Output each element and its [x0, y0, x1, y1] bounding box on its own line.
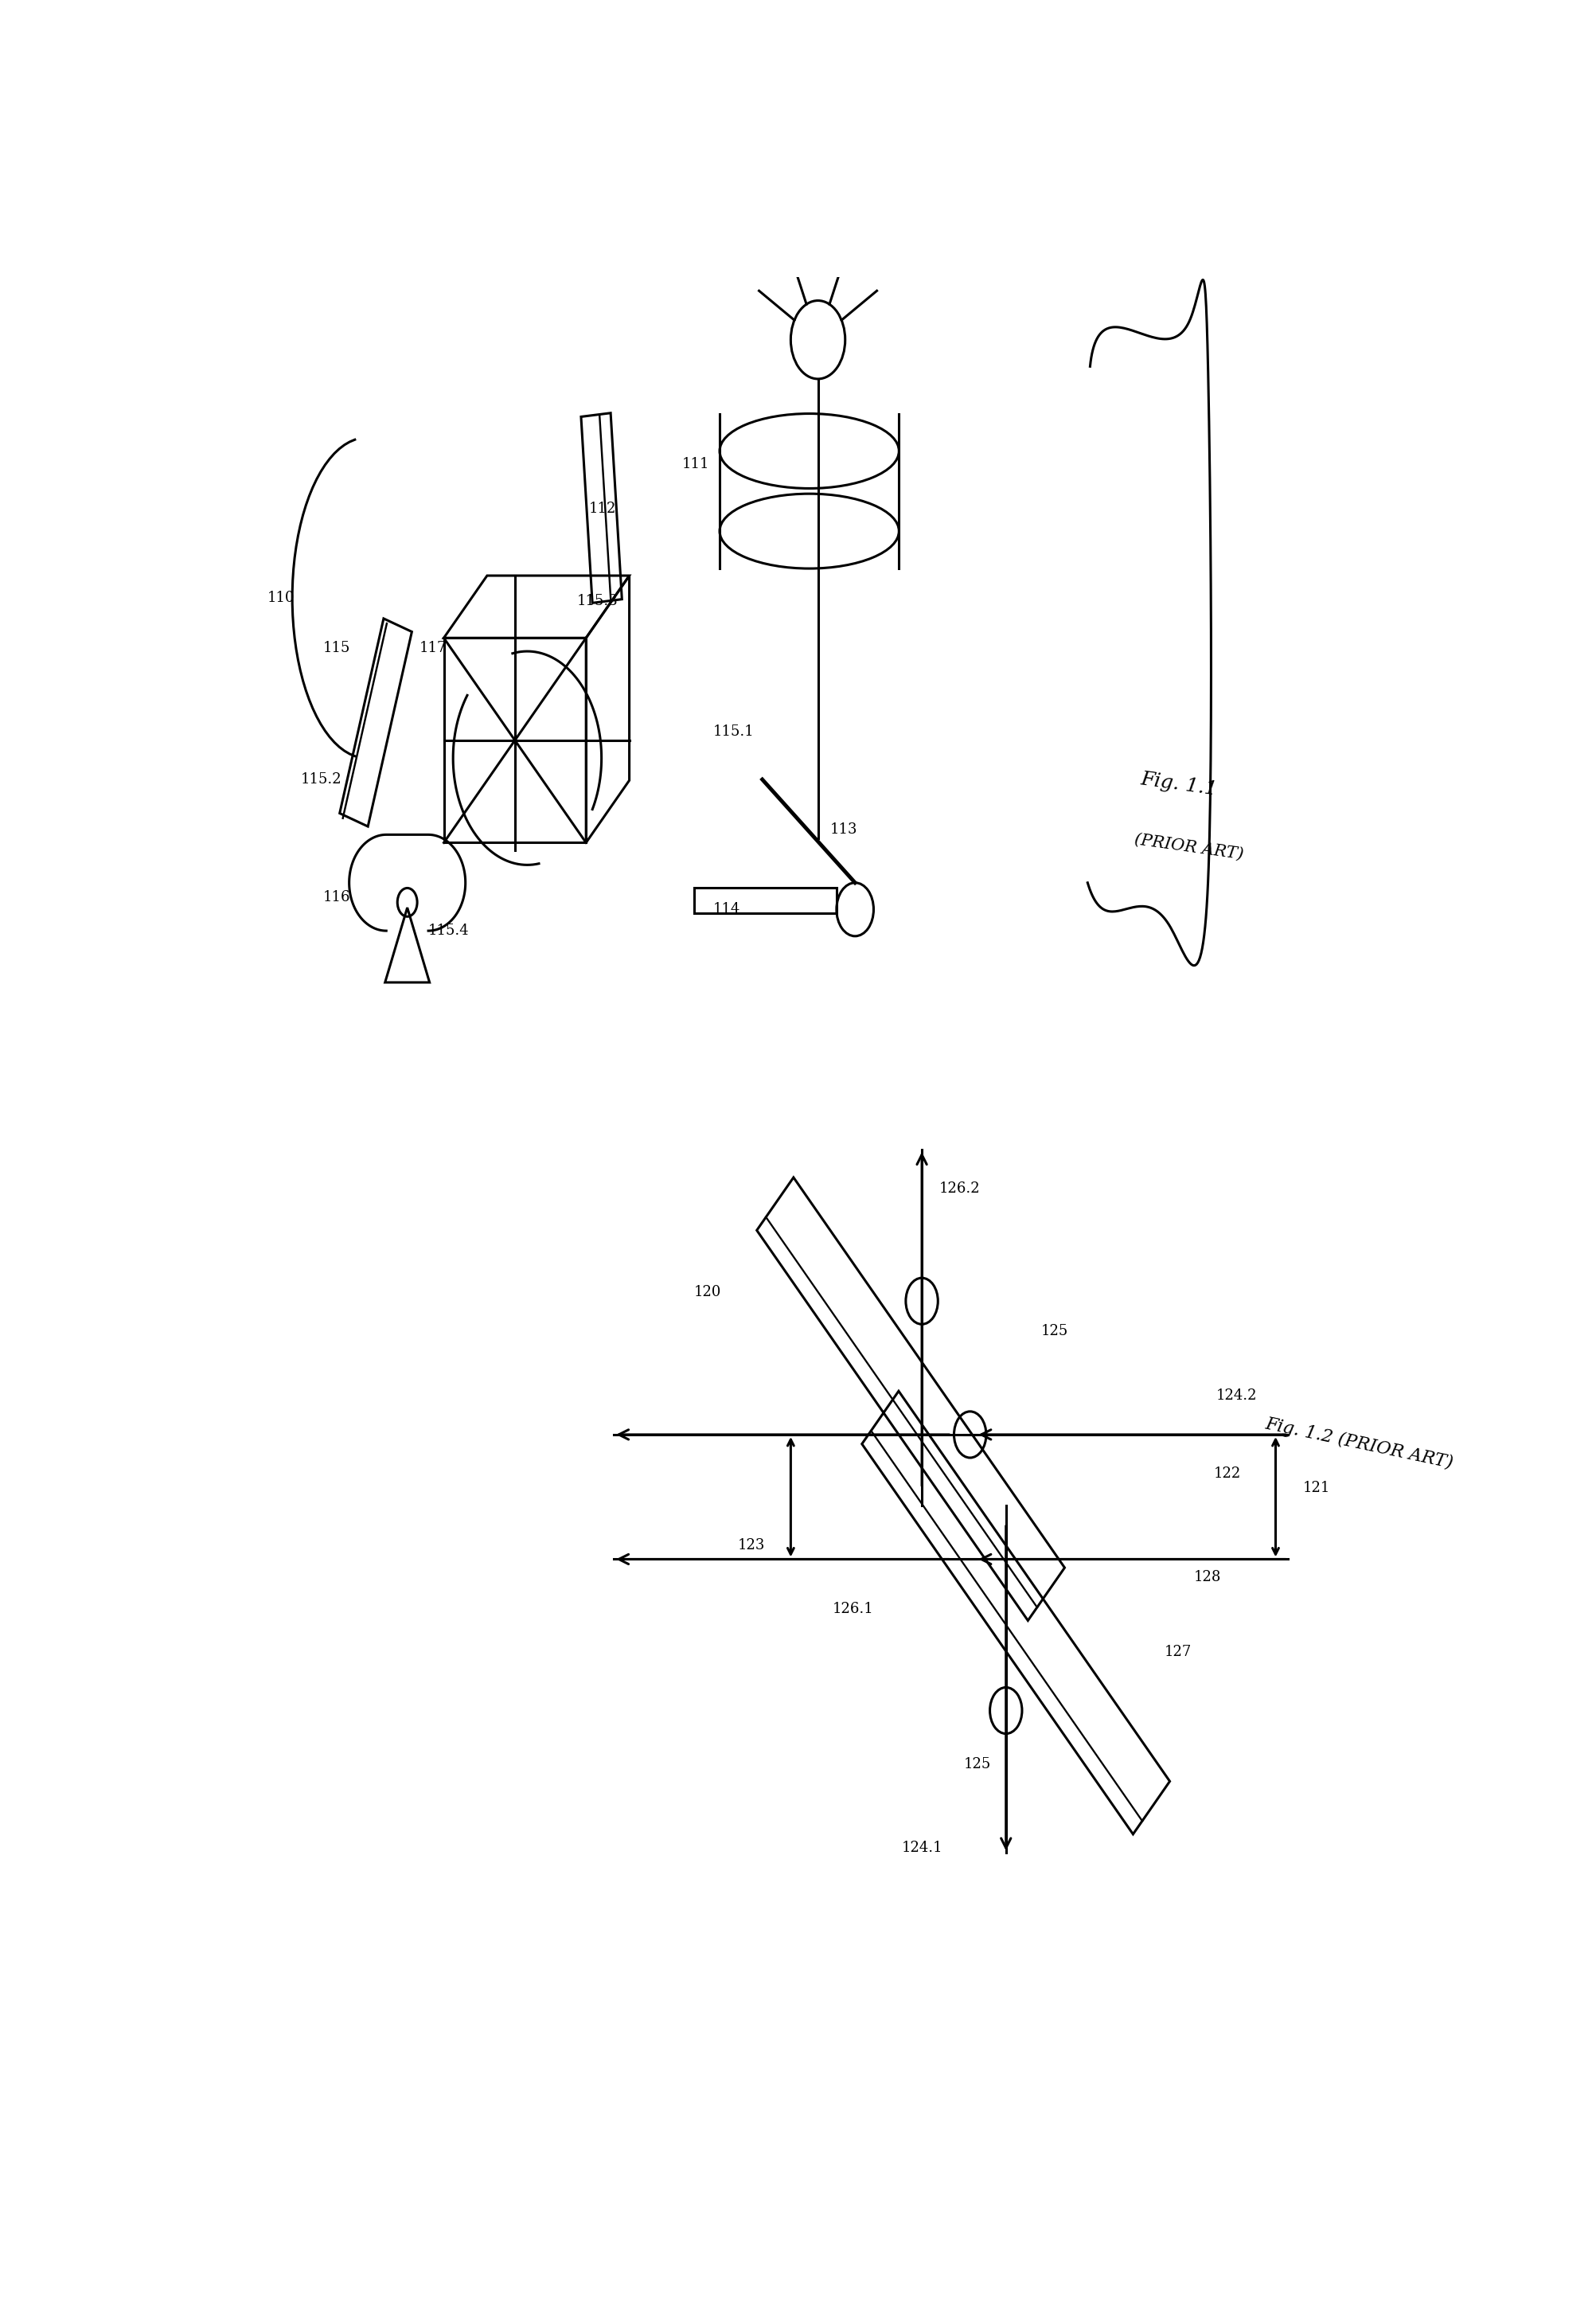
Text: 124.2: 124.2: [1216, 1387, 1258, 1403]
Text: 115: 115: [322, 640, 351, 654]
Text: 124.1: 124.1: [902, 1840, 943, 1854]
Text: (PRIOR ART): (PRIOR ART): [1133, 832, 1245, 862]
Text: 115.1: 115.1: [713, 724, 753, 738]
Text: 126.1: 126.1: [833, 1602, 875, 1616]
Text: 113: 113: [830, 823, 857, 837]
Text: 121: 121: [1302, 1482, 1329, 1496]
Text: 127: 127: [1163, 1644, 1192, 1660]
Text: 123: 123: [737, 1537, 764, 1551]
Text: Fig. 1.1: Fig. 1.1: [1140, 770, 1219, 800]
Text: 114: 114: [713, 902, 741, 916]
Text: 115.2: 115.2: [302, 772, 342, 786]
Text: 126.2: 126.2: [938, 1181, 980, 1195]
Text: 125: 125: [1041, 1325, 1068, 1339]
Text: 125: 125: [964, 1757, 991, 1771]
Text: 111: 111: [681, 458, 709, 472]
Text: 112: 112: [589, 502, 616, 516]
Text: Fig. 1.2 (PRIOR ART): Fig. 1.2 (PRIOR ART): [1264, 1415, 1454, 1473]
Text: 115.4: 115.4: [428, 922, 469, 939]
Text: 117: 117: [420, 640, 447, 654]
Text: 110: 110: [268, 592, 295, 606]
Text: 116: 116: [322, 890, 351, 904]
Text: 120: 120: [694, 1285, 721, 1299]
Text: 128: 128: [1194, 1570, 1221, 1584]
Text: 122: 122: [1213, 1466, 1242, 1482]
Text: 115.3: 115.3: [576, 594, 618, 608]
